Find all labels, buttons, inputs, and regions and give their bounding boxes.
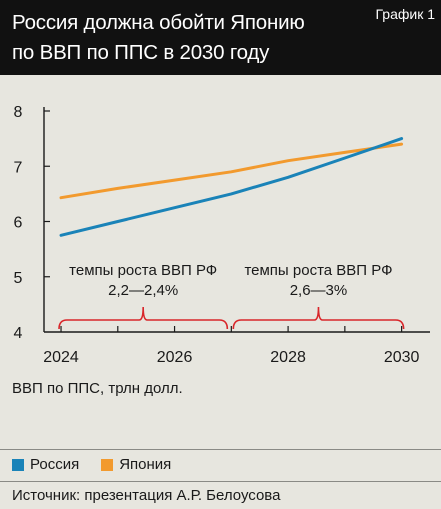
legend-swatch-japan <box>101 458 114 471</box>
series-line-russia <box>59 137 404 237</box>
y-axis-unit-label: ВВП по ППС, трлн долл. <box>12 380 183 397</box>
chart-title-line-2: по ВВП по ППС в 2030 году <box>12 41 270 64</box>
chart-header: Россия должна обойти Японию по ВВП по ПП… <box>0 0 441 75</box>
legend: Россия Япония <box>12 456 193 473</box>
x-tick-label-2026: 2026 <box>157 349 193 366</box>
y-tick-label-4: 4 <box>14 325 23 342</box>
legend-item-russia: Россия <box>12 456 79 473</box>
growth-bracket-2 <box>232 306 405 330</box>
legend-item-japan: Япония <box>101 456 171 473</box>
series-line-japan <box>59 142 404 200</box>
growth-label-1-title: темпы роста ВВП РФ <box>69 262 217 279</box>
x-tick-label-2028: 2028 <box>270 349 306 366</box>
y-tick-label-7: 7 <box>14 159 23 176</box>
y-tick-label-5: 5 <box>14 270 23 287</box>
y-tick-label-8: 8 <box>14 104 23 121</box>
growth-label-1-rate: 2,2—2,4% <box>108 282 178 299</box>
source-divider <box>0 481 441 482</box>
x-tick-label-2030: 2030 <box>384 349 420 366</box>
source-note: Источник: презентация А.Р. Белоусова <box>12 487 281 504</box>
growth-label-2-rate: 2,6—3% <box>290 282 348 299</box>
chart-title: Россия должна обойти Японию по ВВП по ПП… <box>12 8 372 68</box>
chart-title-line-1: Россия должна обойти Японию <box>12 11 305 34</box>
legend-label-russia: Россия <box>30 456 80 473</box>
chart-number-tag: График 1 <box>375 6 435 22</box>
x-tick-label-2024: 2024 <box>43 349 79 366</box>
legend-divider <box>0 449 441 450</box>
line-chart: 4 5 6 7 8 2024 2026 2028 2030 темпы роста ВВП РФ 2… <box>14 104 430 366</box>
legend-label-japan: Япония <box>119 456 172 473</box>
growth-label-2-title: темпы роста ВВП РФ <box>244 262 392 279</box>
growth-bracket-1 <box>58 306 229 330</box>
y-tick-label-6: 6 <box>14 215 23 232</box>
legend-swatch-russia <box>12 458 24 471</box>
